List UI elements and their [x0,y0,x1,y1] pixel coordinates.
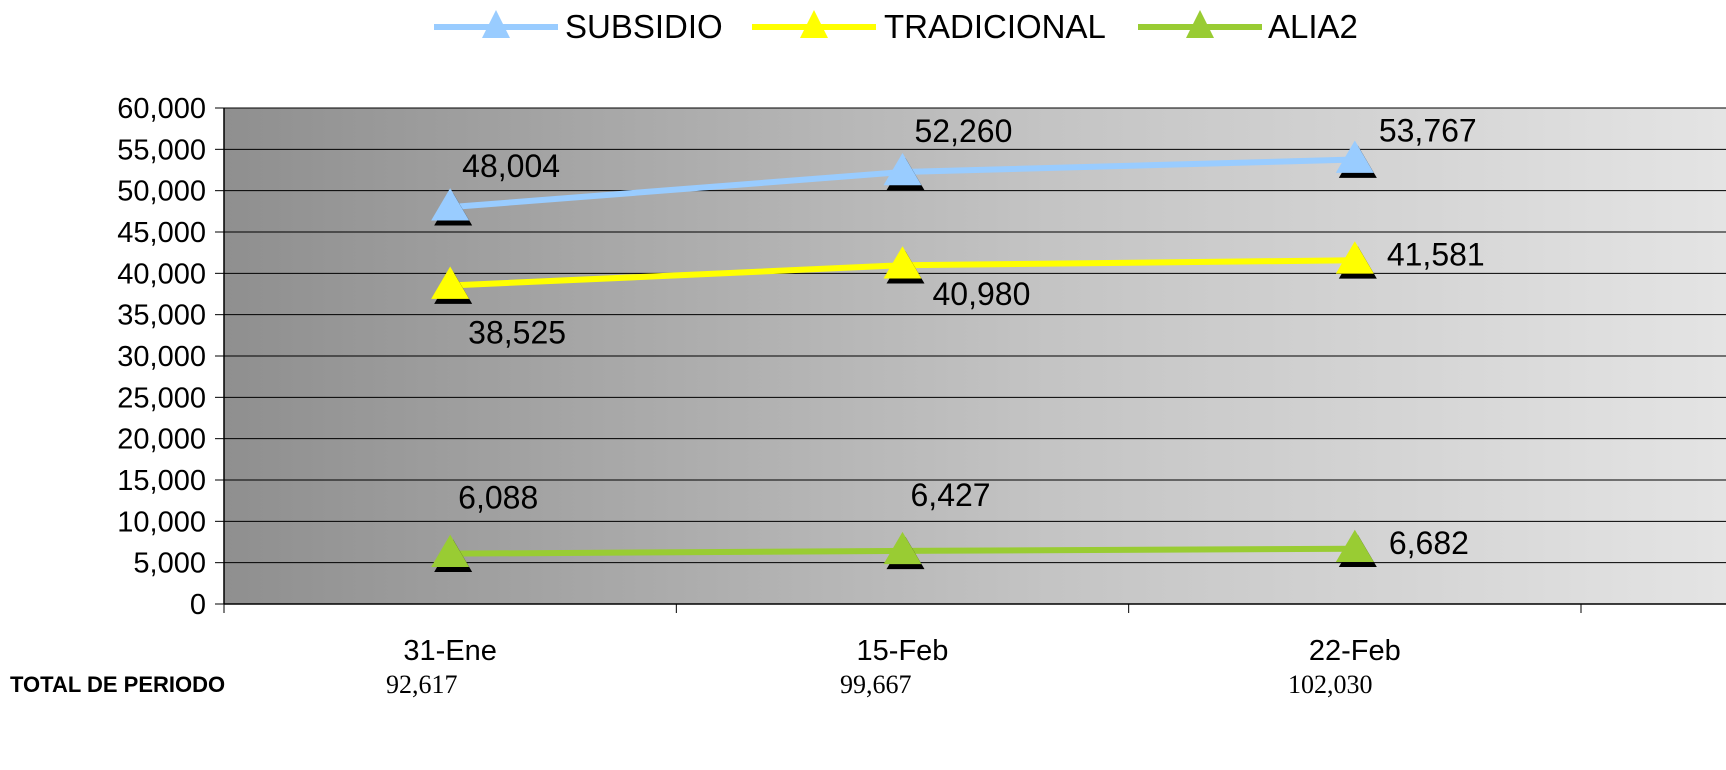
x-tick-label: 22-Feb [1309,635,1401,667]
y-tick-label: 50,000 [117,176,206,208]
legend-marker-alia2 [1186,10,1214,38]
legend-label-subsidio: SUBSIDIO [565,8,723,45]
total-value-31-ene: 92,617 [386,670,458,699]
axes: 0 5,000 10,000 15,000 20,000 25,000 30,000 35,0… [117,93,1726,667]
y-tick-label: 35,000 [117,300,206,332]
marker-subsidio-1 [883,152,922,186]
data-label-alia2-1: 6,427 [911,477,991,513]
y-tick-label: 30,000 [117,341,206,373]
data-label-subsidio-0: 48,004 [462,148,560,184]
data-label-subsidio-2: 53,767 [1379,113,1477,149]
data-label-subsidio-1: 52,260 [915,113,1013,149]
y-tick-label: 5,000 [133,548,206,580]
gridlines [224,107,1726,564]
y-tick-label: 15,000 [117,465,206,497]
y-tick-label: 20,000 [117,424,206,456]
total-period-label: TOTAL DE PERIODO [10,672,226,697]
x-tick-label: 15-Feb [857,635,949,667]
total-value-15-feb: 99,667 [840,670,912,699]
legend: SUBSIDIO TRADICIONAL ALIA2 [434,8,1358,45]
y-tick-label: 40,000 [117,258,206,290]
y-tick-label: 0 [190,589,206,621]
marker-alia2-1 [883,531,922,565]
marker-alia2-0 [431,534,470,567]
x-tick-label: 31-Ene [403,635,497,667]
data-label-tradicional-1: 40,980 [933,276,1031,312]
marker-subsidio-0 [431,188,470,221]
data-label-tradicional-0: 38,525 [468,315,566,351]
y-tick-label: 25,000 [117,382,206,414]
marker-tradicional-2 [1335,241,1374,274]
y-tick-label: 55,000 [117,134,206,166]
legend-marker-tradicional [800,10,828,38]
y-tick-label: 60,000 [117,93,206,125]
series-layer [431,140,1377,572]
marker-tradicional-0 [431,266,470,299]
data-label-alia2-0: 6,088 [458,480,538,516]
marker-subsidio-2 [1335,140,1374,173]
legend-label-alia2: ALIA2 [1268,8,1358,45]
data-labels: 48,004 52,260 53,767 38,525 40,980 41,581 6,08… [458,113,1485,561]
total-value-22-feb: 102,030 [1288,670,1373,699]
marker-alia2-2 [1335,529,1374,563]
legend-marker-subsidio [482,10,510,38]
data-label-tradicional-2: 41,581 [1387,236,1485,272]
y-tick-label: 45,000 [117,217,206,249]
y-tick-label: 10,000 [117,506,206,538]
marker-tradicional-1 [883,246,922,279]
data-label-alia2-2: 6,682 [1389,525,1469,561]
legend-label-tradicional: TRADICIONAL [884,8,1106,45]
